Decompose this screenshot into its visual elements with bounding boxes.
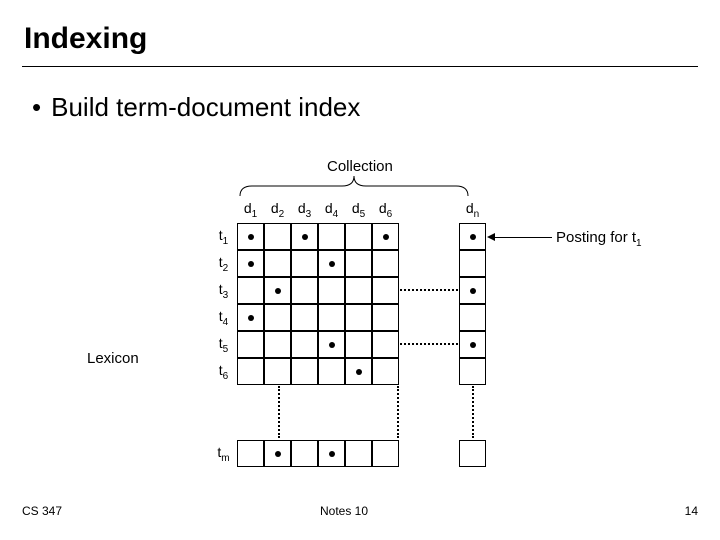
cell-t3-d3	[291, 277, 318, 304]
cell-t3-d2	[264, 277, 291, 304]
gap-h-t5	[400, 343, 458, 345]
cell-t4-d1	[237, 304, 264, 331]
posting-arrow-head	[487, 233, 495, 241]
posting-text: Posting for t	[556, 229, 636, 246]
cell-t3-d4	[318, 277, 345, 304]
cell-t1-d3	[291, 223, 318, 250]
col-label-1: d1	[237, 196, 264, 223]
cell-tm-d6	[372, 440, 399, 467]
cell-tm-d5	[345, 440, 372, 467]
cell-t2-dn	[459, 250, 486, 277]
cell-t2-d4	[318, 250, 345, 277]
cell-t6-d2	[264, 358, 291, 385]
cell-tm-d1	[237, 440, 264, 467]
cell-t4-dn	[459, 304, 486, 331]
cell-t1-dn	[459, 223, 486, 250]
cell-t5-d1	[237, 331, 264, 358]
row-label-5: t5	[210, 331, 237, 358]
row-label-2: t2	[210, 250, 237, 277]
posting-label: Posting for t1	[556, 229, 642, 249]
cell-t6-d6	[372, 358, 399, 385]
gap-v-2	[397, 386, 399, 438]
cell-t5-d3	[291, 331, 318, 358]
cell-t4-d5	[345, 304, 372, 331]
cell-t1-d2	[264, 223, 291, 250]
cell-t2-d5	[345, 250, 372, 277]
row-label-m: tm	[210, 440, 237, 467]
footer-notes: Notes 10	[320, 504, 368, 518]
cell-t5-d5	[345, 331, 372, 358]
col-label-n: dn	[459, 196, 486, 223]
cell-t3-d1	[237, 277, 264, 304]
col-label-6: d6	[372, 196, 399, 223]
cell-t6-d4	[318, 358, 345, 385]
col-label-4: d4	[318, 196, 345, 223]
cell-t1-d4	[318, 223, 345, 250]
cell-t2-d2	[264, 250, 291, 277]
cell-tm-d2	[264, 440, 291, 467]
gap-v-1	[278, 386, 280, 438]
cell-tm-dn	[459, 440, 486, 467]
cell-t3-d6	[372, 277, 399, 304]
cell-t6-d5	[345, 358, 372, 385]
cell-tm-d4	[318, 440, 345, 467]
cell-t5-dn	[459, 331, 486, 358]
cell-tm-d3	[291, 440, 318, 467]
row-label-3: t3	[210, 277, 237, 304]
row-label-6: t6	[210, 358, 237, 385]
cell-t4-d6	[372, 304, 399, 331]
gap-h-t3	[400, 289, 458, 291]
cell-t6-dn	[459, 358, 486, 385]
cell-t3-dn	[459, 277, 486, 304]
collection-brace	[240, 174, 468, 196]
cell-t1-d1	[237, 223, 264, 250]
cell-t4-d4	[318, 304, 345, 331]
cell-t5-d4	[318, 331, 345, 358]
cell-t1-d6	[372, 223, 399, 250]
col-label-3: d3	[291, 196, 318, 223]
page-title: Indexing	[24, 22, 147, 56]
col-label-5: d5	[345, 196, 372, 223]
cell-t6-d3	[291, 358, 318, 385]
lexicon-label: Lexicon	[87, 350, 139, 367]
bullet-text: Build term-document index	[32, 92, 360, 123]
cell-t2-d6	[372, 250, 399, 277]
footer-page: 14	[685, 504, 698, 518]
title-underline	[22, 66, 698, 67]
row-label-4: t4	[210, 304, 237, 331]
cell-t2-d3	[291, 250, 318, 277]
footer-course: CS 347	[22, 504, 62, 518]
cell-t4-d2	[264, 304, 291, 331]
cell-t6-d1	[237, 358, 264, 385]
cell-t2-d1	[237, 250, 264, 277]
posting-sub: 1	[636, 238, 642, 249]
gap-v-n	[472, 386, 474, 438]
cell-t4-d3	[291, 304, 318, 331]
cell-t5-d2	[264, 331, 291, 358]
collection-label: Collection	[327, 158, 393, 175]
cell-t5-d6	[372, 331, 399, 358]
cell-t3-d5	[345, 277, 372, 304]
row-label-1: t1	[210, 223, 237, 250]
posting-arrow-line	[494, 237, 552, 238]
col-label-2: d2	[264, 196, 291, 223]
cell-t1-d5	[345, 223, 372, 250]
